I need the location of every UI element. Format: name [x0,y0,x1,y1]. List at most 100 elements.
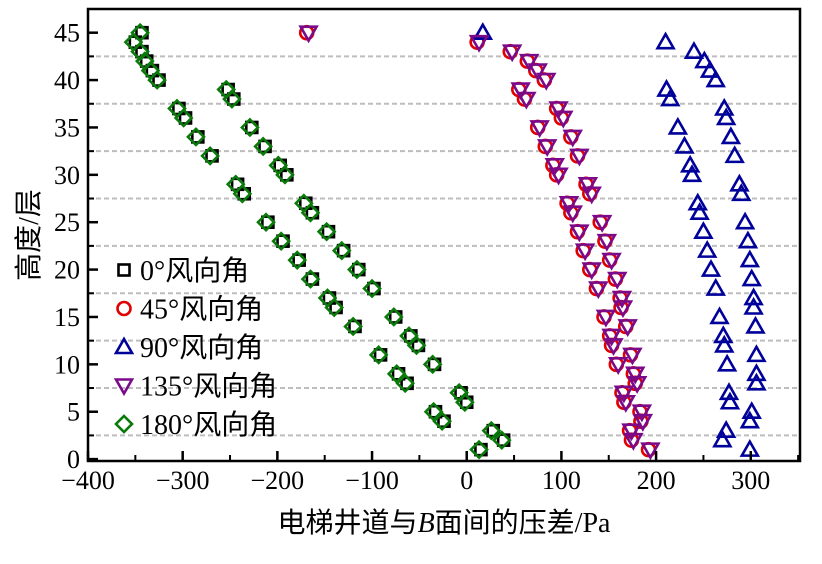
data-point [601,328,622,347]
series-4 [123,22,512,460]
data-point [300,269,321,289]
data-point [660,88,681,107]
data-point [186,127,206,147]
data-point [622,347,643,366]
data-point [591,214,613,233]
data-point [569,148,590,167]
data-point [501,44,523,63]
data-point [422,354,443,375]
data-point [595,309,617,328]
data-point [681,164,703,183]
data-point [731,183,752,202]
legend-marker-diamond [114,414,134,434]
data-point [167,98,187,119]
series-2 [472,22,767,457]
data-point [298,25,319,44]
data-point [699,59,721,78]
y-tick-label: 10 [54,350,80,379]
data-point [632,413,654,432]
data-point [746,363,767,382]
data-point [601,252,622,271]
data-point [674,135,695,154]
y-tick-label: 40 [54,66,80,95]
data-point [562,129,584,148]
x-tick-label: −200 [251,466,305,495]
x-tick-label: −300 [156,466,210,495]
data-point [720,126,742,145]
data-point [347,259,367,280]
data-point [656,78,677,97]
data-point [395,373,416,394]
data-point [536,139,558,158]
data-point [362,278,382,299]
data-point [611,290,633,309]
data-point [724,145,745,164]
x-axis-title: 电梯井道与B面间的压差/Pa [278,507,611,539]
data-point [729,173,750,192]
data-point [481,420,502,441]
x-tick-label: 100 [542,466,581,495]
data-point [667,116,689,135]
data-point [331,240,352,261]
data-point [469,439,489,460]
data-point [607,357,629,375]
data-point [271,231,291,251]
data-point [386,363,407,384]
data-point [700,258,722,277]
data-point [581,262,602,281]
data-point [687,192,708,211]
data-point [294,193,314,214]
legend-marker-triangle-down [113,378,135,397]
y-tick-label: 30 [54,161,80,190]
data-point [518,53,540,72]
data-point [689,202,710,221]
y-tick-label: 45 [54,19,80,48]
legend-label: 0°风向角 [140,255,249,287]
data-point [683,41,705,59]
y-tick-label: 20 [54,256,80,285]
data-point [739,249,761,268]
legend-label: 135°风向角 [140,371,277,403]
data-point [468,34,490,53]
data-point [613,385,635,404]
data-point [553,110,574,129]
data-point [527,63,548,82]
data-point [693,221,714,239]
data-point [253,136,273,157]
data-point [316,221,337,242]
data-point [705,277,726,296]
data-point [694,50,715,69]
data-point [734,211,756,230]
data-point [130,22,150,43]
data-point [741,401,762,420]
data-point [714,334,735,353]
x-tick-label: 200 [637,466,676,495]
data-point [225,174,246,195]
data-point [714,97,735,116]
data-point [617,319,638,338]
data-point [287,250,308,270]
data-point [712,429,733,448]
axis-ticks: 0 5 10 15 20 25 30 35 40 45 −400 −300 −200 −100 0 100 20… [54,19,800,495]
data-point [399,326,419,346]
data-point [200,146,220,166]
data-point [631,404,653,423]
series-3 [298,25,661,461]
legend-marker-triangle-up [113,336,135,355]
data-point [268,155,289,176]
data-point [737,230,759,249]
y-tick-label: 5 [67,398,80,427]
data-point [715,420,737,438]
data-point [577,177,599,195]
data-point [240,117,260,138]
legend-marker-circle [116,300,132,317]
y-axis-title: 高度/层 [13,189,45,281]
y-tick-label: 15 [54,303,80,332]
data-point [383,307,404,327]
data-point [607,271,628,290]
legend-label: 180°风向角 [140,409,277,441]
data-points [123,22,767,461]
data-point [256,212,276,233]
legend-label: 90°风向角 [140,332,263,364]
